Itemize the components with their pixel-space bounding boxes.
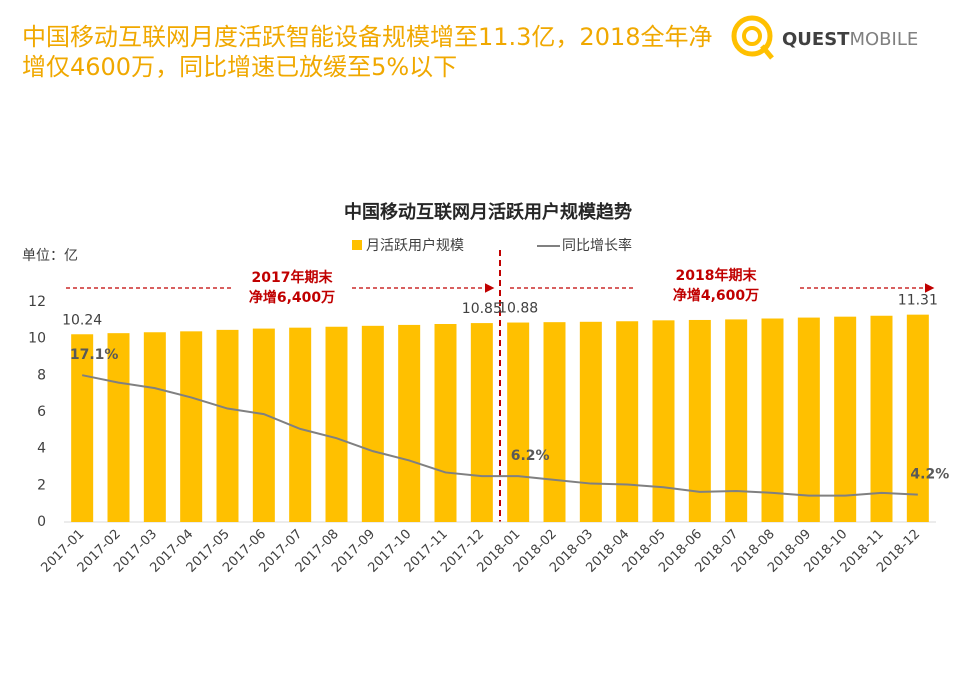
annotation-arrows bbox=[66, 250, 935, 522]
bar bbox=[761, 318, 784, 522]
bar bbox=[143, 332, 166, 522]
y-tick-label: 8 bbox=[37, 367, 46, 383]
bar bbox=[579, 321, 602, 522]
bar bbox=[470, 323, 493, 522]
annotation: 净增4,600万 bbox=[673, 287, 759, 304]
y-tick-label: 4 bbox=[37, 441, 46, 457]
y-tick-label: 2 bbox=[37, 477, 46, 493]
bar bbox=[252, 328, 275, 522]
bar bbox=[289, 327, 312, 522]
bar bbox=[834, 316, 857, 522]
logo-mobile: MOBILE bbox=[849, 29, 918, 50]
line bbox=[81, 374, 918, 497]
bar bbox=[107, 333, 130, 522]
y-tick-label: 0 bbox=[37, 514, 46, 530]
legend-swatch bbox=[352, 240, 362, 250]
bar bbox=[325, 326, 348, 522]
data-label: 4.2% bbox=[910, 467, 949, 483]
bar bbox=[507, 322, 530, 522]
data-label: 11.31 bbox=[898, 293, 938, 309]
bar bbox=[543, 322, 566, 522]
bar bbox=[434, 324, 457, 522]
logo-icon bbox=[731, 15, 773, 57]
bar bbox=[906, 314, 929, 522]
y-tick-label: 12 bbox=[28, 294, 46, 310]
unit-label: 单位：亿 bbox=[22, 248, 78, 264]
logo-icon-inner bbox=[742, 26, 762, 46]
bar bbox=[71, 334, 94, 522]
annotation: 净增6,400万 bbox=[249, 289, 335, 306]
bar bbox=[870, 315, 893, 522]
data-label: 6.2% bbox=[511, 448, 550, 464]
annotation: 2018年期末 bbox=[676, 267, 758, 284]
data-label: 17.1% bbox=[70, 347, 119, 363]
logo: QUESTMOBILE bbox=[731, 15, 918, 60]
data-label: 10.88 bbox=[498, 301, 538, 317]
y-tick-label: 6 bbox=[37, 404, 46, 420]
annotation: 2017年期末 bbox=[252, 269, 334, 286]
bar bbox=[725, 319, 748, 522]
logo-quest: QUEST bbox=[782, 29, 850, 50]
headline: 增仅4600万，同比增速已放缓至5%以下 bbox=[22, 53, 457, 81]
logo-tail bbox=[760, 44, 774, 60]
y-tick-label: 10 bbox=[28, 331, 46, 347]
bar bbox=[216, 329, 239, 522]
bar bbox=[398, 324, 421, 522]
data-label: 10.85 bbox=[462, 301, 502, 317]
headline: 中国移动互联网月度活跃智能设备规模增至11.3亿，2018全年净 bbox=[22, 23, 713, 51]
bar bbox=[180, 331, 203, 522]
legend-label: 月活跃用户规模 bbox=[366, 237, 464, 254]
data-label: 10.24 bbox=[62, 312, 102, 328]
chart-title: 中国移动互联网月活跃用户规模趋势 bbox=[344, 201, 632, 223]
bar bbox=[616, 321, 639, 522]
bar bbox=[652, 320, 675, 522]
legend-label: 同比增长率 bbox=[562, 237, 632, 254]
bar bbox=[688, 319, 711, 522]
bar bbox=[797, 317, 820, 522]
logo-text: QUESTMOBILE bbox=[782, 29, 918, 50]
bar bbox=[361, 325, 384, 522]
